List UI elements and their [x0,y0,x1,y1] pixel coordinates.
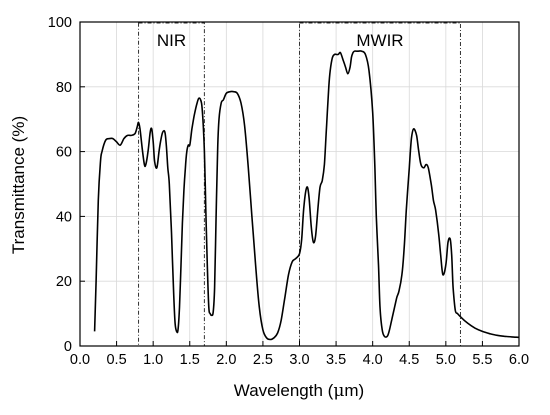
y-tick-label: 40 [56,209,72,225]
y-tick-label: 100 [48,15,72,31]
y-axis-label: Transmittance (%) [9,116,28,254]
x-tick-label: 4.5 [399,352,419,368]
transmittance-line [93,50,520,341]
x-tick-label: 2.5 [253,352,273,368]
annotation-labels: NIR MWIR [157,31,404,50]
x-tick-label: 1.0 [143,352,163,368]
x-tick-label: 6.0 [509,352,529,368]
x-axis-label-symbol: μ [333,381,344,401]
y-tick-label: 0 [64,339,72,355]
x-tick-label: 5.0 [436,352,456,368]
x-axis-label-suffix: m) [344,381,364,400]
x-axis-label-text: Wavelength ( [234,381,334,400]
x-tick-label: 4.0 [363,352,383,368]
x-tick-label: 3.5 [326,352,346,368]
x-tick-label: 1.5 [180,352,200,368]
x-axis-label: Wavelength (μm) [234,381,364,401]
y-tick-label: 60 [56,145,72,161]
series-layer [93,50,520,341]
x-tick-label: 3.0 [289,352,309,368]
y-tick-label: 80 [56,80,72,96]
x-tick-label: 0.0 [70,352,90,368]
annotation-label: MWIR [356,31,403,50]
annotation-box [138,22,205,347]
x-tick-label: 5.5 [472,352,492,368]
x-tick-label: 0.5 [106,352,126,368]
x-tick-label: 2.0 [216,352,236,368]
axis-ticks: 0.0 0.5 1.0 1.5 2.0 2.5 3.0 3.5 4.0 4.5 5.0 5.5 6.0 0… [48,15,529,368]
annotation-label: NIR [157,31,186,50]
y-tick-label: 20 [56,274,72,290]
